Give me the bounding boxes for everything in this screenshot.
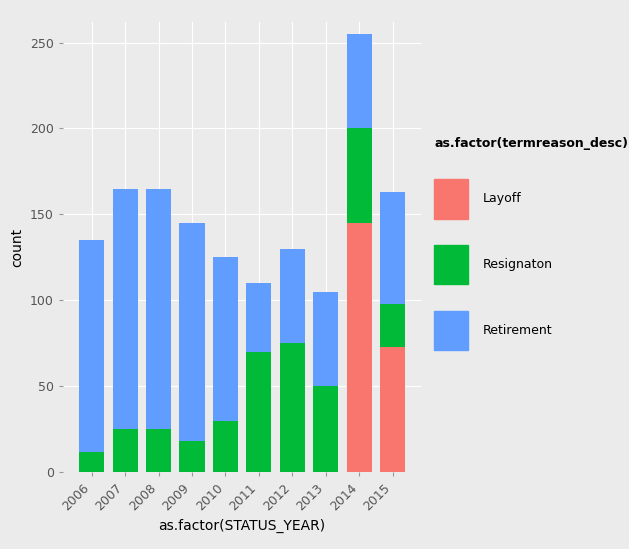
Bar [313,292,338,386]
Bar [434,245,468,284]
Text: as.factor(termreason_desc): as.factor(termreason_desc) [434,137,628,150]
Bar [146,189,171,429]
X-axis label: as.factor(STATUS_YEAR): as.factor(STATUS_YEAR) [159,518,326,533]
Bar [79,240,104,451]
Bar [146,429,171,472]
Bar [113,189,138,429]
Bar [179,223,204,441]
Bar [179,441,204,472]
Bar [347,223,372,472]
Bar [79,451,104,472]
Bar [380,304,405,347]
Bar [347,128,372,223]
Bar [213,257,238,421]
Text: Retirement: Retirement [483,324,553,337]
Bar [380,347,405,472]
Bar [347,34,372,128]
Bar [213,421,238,472]
Bar [113,429,138,472]
Text: Layoff: Layoff [483,192,522,205]
Text: Resignaton: Resignaton [483,258,553,271]
Bar [434,179,468,219]
Bar [434,311,468,350]
Bar [380,192,405,304]
Y-axis label: count: count [11,227,25,267]
Bar [313,386,338,472]
Bar [247,283,272,352]
Bar [280,249,305,343]
Bar [247,352,272,472]
Bar [280,343,305,472]
